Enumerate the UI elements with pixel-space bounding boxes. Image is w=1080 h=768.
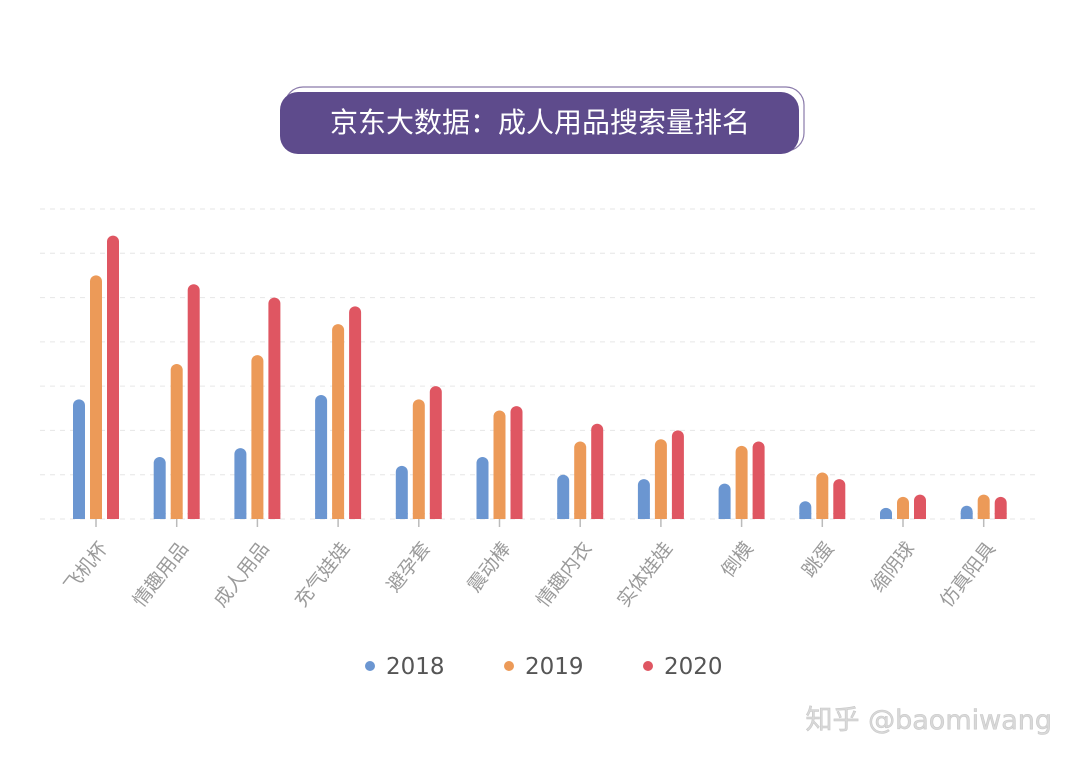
bar-2019-实体娃娃 (654, 439, 667, 519)
bars (73, 235, 1007, 520)
x-tick-label: 缩阴球 (867, 538, 919, 596)
bar-2020-倒模 (752, 441, 765, 519)
bar-2020-飞机杯 (107, 235, 119, 520)
bar-base-2020-充气娃娃 (349, 513, 362, 519)
bar-base-2020-情趣用品 (187, 513, 200, 519)
legend-label: 2019 (525, 654, 584, 680)
bar-base-2019-情趣用品 (170, 513, 183, 519)
bar-2019-跳蛋 (816, 472, 829, 519)
bar-2020-情趣用品 (187, 284, 200, 519)
bar-base-2019-飞机杯 (90, 513, 102, 519)
bar-base-2019-成人用品 (251, 513, 264, 519)
bar-base-2018-充气娃娃 (315, 513, 328, 519)
legend-marker (643, 661, 653, 671)
bar-base-2019-缩阴球 (897, 513, 909, 519)
bar-2020-缩阴球 (914, 494, 926, 519)
bar-2020-避孕套 (429, 386, 442, 519)
bar-base-2019-避孕套 (412, 513, 425, 519)
chart-title: 京东大数据：成人用品搜索量排名 (330, 106, 750, 139)
title-box: 京东大数据：成人用品搜索量排名 (280, 86, 805, 154)
x-tick-label: 仿真阳具 (936, 538, 1000, 611)
bar-base-2020-情趣内衣 (591, 513, 604, 519)
bar-2020-震动棒 (510, 406, 523, 519)
x-axis (95, 519, 985, 527)
bar-2020-情趣内衣 (591, 423, 604, 519)
bar-base-2018-实体娃娃 (637, 513, 650, 519)
legend-label: 2018 (386, 654, 445, 680)
x-tick-label: 跳蛋 (798, 538, 839, 582)
bar-2019-仿真阳具 (977, 494, 990, 519)
bar-base-2019-充气娃娃 (332, 513, 345, 519)
legend-marker (504, 661, 514, 671)
bar-base-2018-成人用品 (234, 513, 247, 519)
bar-base-2020-仿真阳具 (994, 513, 1007, 519)
bar-base-2018-飞机杯 (73, 513, 85, 519)
x-tick-label: 实体娃娃 (613, 538, 677, 611)
bar-base-2019-震动棒 (493, 513, 506, 519)
bar-base-2020-成人用品 (268, 513, 281, 519)
bar-base-2020-震动棒 (510, 513, 523, 519)
bar-2018-震动棒 (476, 457, 489, 519)
bar-2019-成人用品 (251, 355, 264, 519)
bar-2020-实体娃娃 (671, 430, 684, 519)
x-tick-label: 倒模 (717, 538, 758, 582)
bar-2018-飞机杯 (73, 399, 85, 519)
bar-base-2018-情趣用品 (153, 513, 166, 519)
bar-base-2020-跳蛋 (833, 513, 846, 519)
bar-2018-避孕套 (395, 465, 408, 519)
watermark: 知乎 @baomiwang (806, 705, 1052, 736)
x-tick-label: 飞机杯 (60, 538, 112, 596)
x-tick-label: 情趣内衣 (532, 538, 596, 611)
bar-base-2020-避孕套 (429, 513, 442, 519)
bar-base-2018-情趣内衣 (557, 513, 570, 519)
bar-base-2018-震动棒 (476, 513, 489, 519)
bar-base-2018-跳蛋 (799, 513, 812, 519)
bar-2019-倒模 (735, 445, 748, 519)
bar-2019-充气娃娃 (332, 324, 345, 519)
bar-2019-飞机杯 (90, 275, 102, 519)
legend: 2018 2019 2020 (365, 654, 723, 680)
x-tick-label: 避孕套 (383, 538, 435, 596)
bar-base-2020-倒模 (752, 513, 765, 519)
bar-2019-情趣用品 (170, 364, 183, 519)
bar-base-2018-缩阴球 (880, 513, 892, 519)
bar-2018-倒模 (718, 483, 731, 519)
bar-2020-跳蛋 (833, 479, 846, 519)
bar-2019-震动棒 (493, 410, 506, 519)
bar-base-2019-仿真阳具 (977, 513, 990, 519)
bar-2020-充气娃娃 (349, 306, 362, 519)
legend-label: 2020 (664, 654, 723, 680)
bar-base-2019-实体娃娃 (654, 513, 667, 519)
x-tick-label: 震动棒 (463, 538, 515, 596)
bar-base-2019-倒模 (735, 513, 748, 519)
bar-base-2019-情趣内衣 (574, 513, 587, 519)
bar-base-2020-实体娃娃 (671, 513, 684, 519)
bar-2018-情趣内衣 (557, 474, 570, 519)
x-tick-label: 充气娃娃 (290, 538, 354, 611)
bar-2018-成人用品 (234, 448, 247, 519)
x-tick-label: 情趣用品 (129, 538, 193, 611)
bar-base-2018-倒模 (718, 513, 731, 519)
legend-marker (365, 661, 375, 671)
bar-2018-实体娃娃 (637, 479, 650, 519)
x-tick-labels: 飞机杯 情趣用品 成人用品 充气娃娃 避孕套 震动棒 情趣内衣 实体娃娃 倒模 跳蛋 缩阴球 仿真阳具 (60, 538, 1000, 611)
bar-2019-避孕套 (412, 399, 425, 519)
bar-base-2020-缩阴球 (914, 513, 926, 519)
gridlines (40, 208, 1040, 520)
bar-base-2020-飞机杯 (107, 513, 119, 519)
bar-2018-充气娃娃 (315, 395, 328, 519)
bar-2018-情趣用品 (153, 457, 166, 519)
title-box-fill (280, 92, 799, 154)
bar-base-2018-避孕套 (395, 513, 408, 519)
bar-base-2019-跳蛋 (816, 513, 829, 519)
bar-2020-成人用品 (268, 297, 281, 519)
bar-2019-情趣内衣 (574, 441, 587, 519)
bar-base-2018-仿真阳具 (960, 513, 973, 519)
x-tick-label: 成人用品 (210, 538, 274, 611)
